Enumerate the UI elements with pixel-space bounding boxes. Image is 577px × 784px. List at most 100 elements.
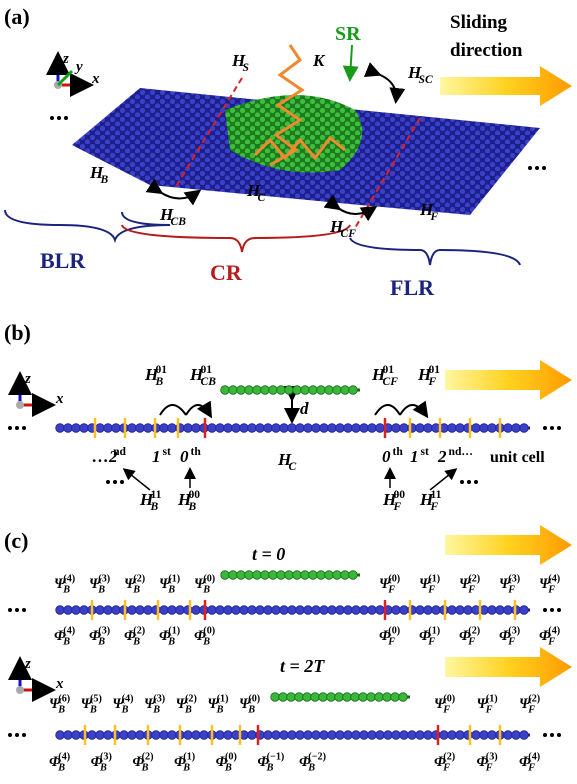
atom — [448, 731, 457, 740]
math-label: Ψ(0)F — [379, 574, 400, 596]
math-label: 1st — [410, 445, 429, 466]
subscript: B — [121, 705, 129, 716]
atom — [448, 424, 457, 433]
atom — [296, 731, 305, 740]
superscript: (1) — [428, 574, 440, 585]
atom — [261, 386, 270, 395]
superscript: (0) — [203, 626, 215, 637]
atom — [293, 571, 302, 580]
subscript: B — [167, 585, 175, 596]
superscript: (2) — [468, 626, 480, 637]
atom — [293, 386, 302, 395]
atom — [408, 731, 417, 740]
superscript: st — [421, 445, 429, 458]
subscript: B — [132, 637, 140, 648]
atom — [277, 571, 286, 580]
subscript: F — [442, 705, 450, 716]
atom — [261, 571, 270, 580]
math-label: Ψ(4)F — [539, 574, 560, 596]
atom — [192, 731, 201, 740]
subscript: F — [507, 585, 515, 596]
math-label: Φ(−1)B — [257, 752, 284, 774]
brace — [5, 210, 170, 240]
atom — [192, 424, 201, 433]
atom — [344, 731, 353, 740]
ellipsis-dot — [557, 426, 561, 430]
atom — [480, 424, 489, 433]
superscript: (1) — [217, 694, 229, 705]
atom — [72, 606, 81, 615]
superscript: (2) — [133, 574, 145, 585]
subscript: C — [258, 191, 266, 204]
atom — [288, 424, 297, 433]
atom — [360, 424, 369, 433]
sliding-arrow — [440, 66, 572, 106]
ellipsis-dot — [557, 733, 561, 737]
math-label: Ψ(4)B — [112, 694, 133, 716]
subscript: B — [224, 763, 232, 774]
atom — [392, 424, 401, 433]
math-label: Φ(3)B — [91, 752, 112, 774]
atom — [376, 606, 385, 615]
math-label: Ψ(3)B — [89, 574, 110, 596]
math-label: HCF — [329, 217, 356, 240]
math-label: 1st — [152, 445, 171, 466]
atom — [349, 386, 358, 395]
atom — [232, 424, 241, 433]
atom — [176, 606, 185, 615]
math-label: Φ(3)F — [477, 752, 498, 774]
ellipsis-dot — [57, 116, 61, 120]
math-label: Ψ(5)B — [81, 694, 102, 716]
superscript: (3) — [486, 752, 498, 763]
atom — [72, 731, 81, 740]
symbol: 2 — [437, 447, 447, 466]
atom — [488, 731, 497, 740]
atom — [383, 693, 392, 702]
atom — [72, 424, 81, 433]
atom — [272, 731, 281, 740]
atom — [301, 571, 310, 580]
symbol: 0 — [180, 447, 189, 466]
subscript: F — [427, 585, 435, 596]
subscript: B — [216, 705, 224, 716]
subscript: B — [89, 705, 97, 716]
atom — [160, 606, 169, 615]
atom — [416, 731, 425, 740]
atom — [376, 424, 385, 433]
superscript: (4) — [58, 752, 70, 763]
math-label: Ψ(3)B — [144, 694, 165, 716]
atom — [328, 424, 337, 433]
superscript: (2) — [133, 626, 145, 637]
ellipsis-dot — [113, 480, 117, 484]
subscript: F — [547, 585, 555, 596]
atom — [368, 424, 377, 433]
coupling-arrow — [378, 74, 396, 100]
page: { "panel_a": { "label": "(a)", "axes": [… — [0, 0, 577, 779]
panel-label: (c) — [4, 528, 28, 553]
superscript: (0) — [388, 626, 400, 637]
subscript: F — [427, 637, 435, 648]
sr-arrow — [350, 45, 352, 78]
atom — [320, 424, 329, 433]
subscript: CF — [341, 227, 357, 240]
atom — [472, 424, 481, 433]
pointer — [125, 470, 150, 490]
atom — [285, 571, 294, 580]
atom — [112, 424, 121, 433]
superscript: (1) — [486, 694, 498, 705]
atom — [136, 606, 145, 615]
superscript: (1) — [168, 574, 180, 585]
ellipsis-dot — [15, 608, 19, 612]
atom — [224, 731, 233, 740]
atom — [325, 386, 334, 395]
atom — [152, 731, 161, 740]
atom — [359, 693, 368, 702]
coupling-arrow — [160, 405, 210, 415]
ellipsis-dot — [550, 426, 554, 430]
superscript: (0) — [443, 694, 455, 705]
atom — [128, 606, 137, 615]
ellipsis-dot — [106, 480, 110, 484]
atom — [280, 606, 289, 615]
math-label: Φ(2)B — [132, 752, 153, 774]
